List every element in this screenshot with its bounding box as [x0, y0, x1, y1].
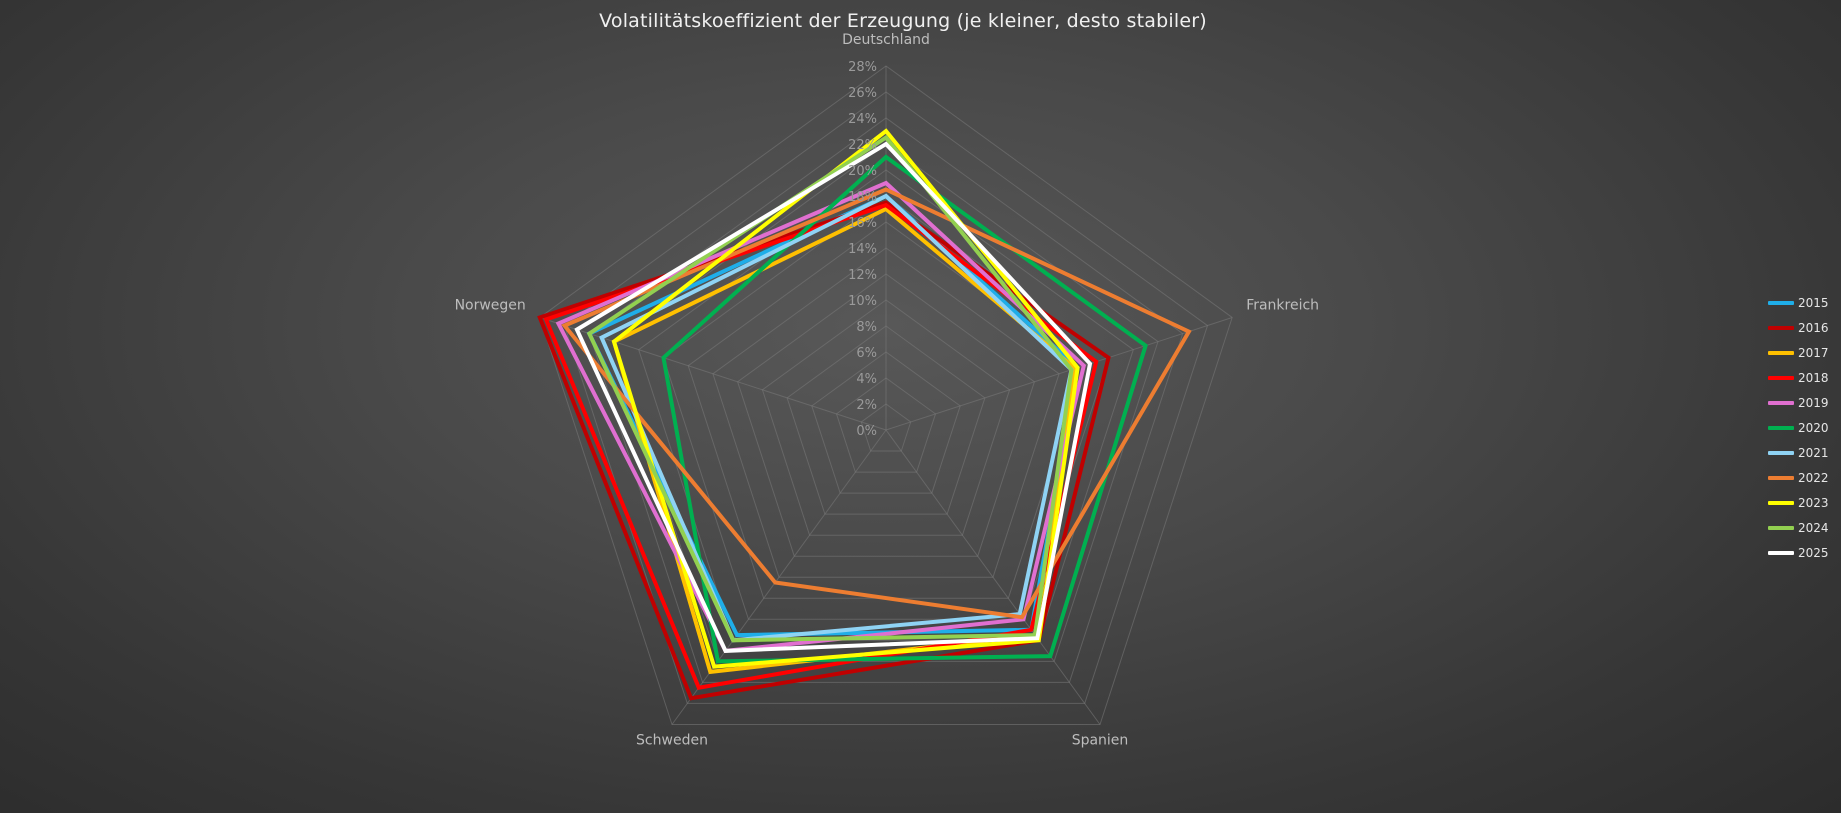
tick-label-16: 16% — [848, 216, 877, 231]
tick-label-26: 26% — [848, 86, 877, 101]
tick-label-4: 4% — [856, 372, 877, 387]
legend-item-2023: 2023 — [1768, 491, 1834, 516]
legend-label: 2024 — [1798, 521, 1829, 536]
legend: 2015 2016 2017 2018 2019 2020 2021 2022 2023 2024… — [1768, 290, 1834, 566]
category-label-norwegen: Norwegen — [455, 298, 526, 314]
chart-title: Volatilitätskoeffizient der Erzeugung (j… — [599, 10, 1207, 32]
legend-swatch — [1768, 426, 1794, 431]
grid-ring-28 — [539, 65, 1233, 725]
legend-label: 2019 — [1798, 395, 1829, 410]
legend-item-2015: 2015 — [1768, 290, 1834, 315]
spoke-frankreich — [885, 317, 1233, 431]
series-2020 — [661, 154, 1148, 664]
category-label-schweden: Schweden — [636, 733, 708, 749]
legend-swatch — [1768, 551, 1794, 556]
tick-label-20: 20% — [848, 164, 877, 179]
legend-swatch — [1768, 526, 1794, 531]
legend-label: 2022 — [1798, 471, 1829, 486]
legend-swatch — [1768, 501, 1794, 506]
tick-label-24: 24% — [848, 112, 877, 127]
spoke-norwegen — [539, 317, 887, 431]
tick-label-6: 6% — [856, 346, 877, 361]
legend-item-2017: 2017 — [1768, 340, 1834, 365]
tick-label-28: 28% — [848, 60, 877, 75]
legend-label: 2015 — [1798, 295, 1829, 310]
legend-label: 2023 — [1798, 496, 1829, 511]
legend-item-2016: 2016 — [1768, 315, 1834, 340]
tick-label-0: 0% — [856, 424, 877, 439]
spoke-schweden — [671, 429, 887, 725]
legend-swatch — [1768, 325, 1794, 330]
spoke-spanien — [885, 429, 1101, 725]
legend-item-2020: 2020 — [1768, 415, 1834, 440]
grid-ring-12 — [737, 273, 1035, 557]
legend-swatch — [1768, 476, 1794, 481]
grid-ring-2 — [860, 403, 912, 452]
grid-ring-14 — [712, 247, 1060, 578]
tick-label-18: 18% — [848, 190, 877, 205]
grid-ring-20 — [638, 169, 1134, 641]
grid-ring-4 — [835, 377, 937, 473]
legend-swatch — [1768, 400, 1794, 405]
legend-swatch — [1768, 350, 1794, 355]
grid-ring-26 — [563, 91, 1209, 704]
tick-label-22: 22% — [848, 138, 877, 153]
series-2015 — [586, 193, 1080, 638]
legend-swatch — [1768, 300, 1794, 305]
tick-label-10: 10% — [848, 294, 877, 309]
legend-label: 2016 — [1798, 320, 1829, 335]
legend-label: 2025 — [1798, 546, 1829, 561]
legend-swatch — [1768, 451, 1794, 456]
legend-label: 2018 — [1798, 370, 1829, 385]
legend-swatch — [1768, 375, 1794, 380]
legend-label: 2021 — [1798, 446, 1829, 461]
series-2024 — [586, 134, 1074, 643]
tick-label-12: 12% — [848, 268, 877, 283]
category-label-deutschland: Deutschland — [842, 32, 930, 48]
grid-ring-10 — [761, 299, 1011, 536]
legend-item-2019: 2019 — [1768, 390, 1834, 415]
category-label-spanien: Spanien — [1072, 733, 1129, 749]
legend-item-2024: 2024 — [1768, 516, 1834, 541]
series-2025 — [574, 141, 1093, 653]
tick-label-14: 14% — [848, 242, 877, 257]
category-label-frankreich: Frankreich — [1246, 298, 1319, 314]
legend-item-2022: 2022 — [1768, 466, 1834, 491]
tick-label-8: 8% — [856, 320, 877, 335]
series-2016 — [537, 200, 1111, 701]
series-2023 — [611, 128, 1080, 669]
legend-item-2025: 2025 — [1768, 541, 1834, 566]
legend-item-2018: 2018 — [1768, 365, 1834, 390]
legend-label: 2017 — [1798, 345, 1829, 360]
tick-label-2: 2% — [856, 398, 877, 413]
grid-ring-8 — [786, 325, 986, 515]
legend-item-2021: 2021 — [1768, 441, 1834, 466]
legend-label: 2020 — [1798, 421, 1829, 436]
series-2021 — [599, 193, 1074, 643]
grid-ring-6 — [811, 351, 961, 494]
grid-ring-24 — [588, 117, 1184, 683]
